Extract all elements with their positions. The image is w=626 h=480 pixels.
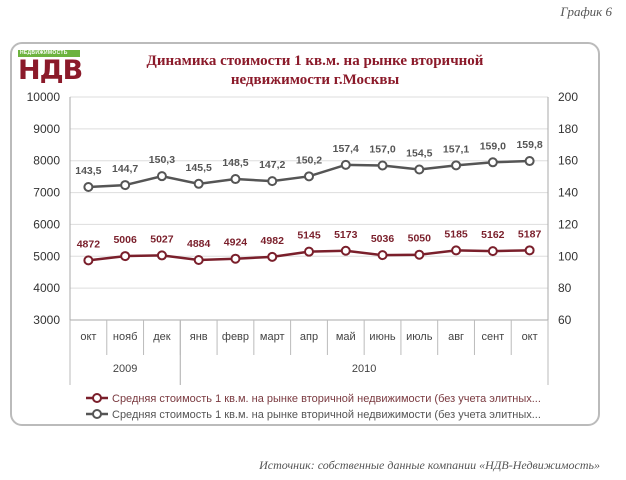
data-label: 150,3 xyxy=(149,154,175,166)
data-label: 148,5 xyxy=(222,157,248,169)
right-axis-tick: 140 xyxy=(558,186,578,200)
right-axis-tick: 200 xyxy=(558,90,578,104)
right-axis-tick: 120 xyxy=(558,217,578,231)
data-label: 5187 xyxy=(518,228,542,240)
data-label: 159,8 xyxy=(516,139,542,151)
category-label: окт xyxy=(80,331,96,343)
data-point xyxy=(83,255,94,266)
data-point xyxy=(377,160,388,171)
data-label: 5162 xyxy=(481,229,505,241)
logo-tag: НЕДВИЖИМОСТЬ xyxy=(18,50,80,57)
category-label: янв xyxy=(190,331,208,343)
chart-title-line2: недвижимости г.Москвы xyxy=(230,72,400,88)
data-label: 154,5 xyxy=(406,147,432,159)
data-point xyxy=(156,171,167,182)
category-label: авг xyxy=(448,331,464,343)
data-label: 5185 xyxy=(444,228,468,240)
legend-marker xyxy=(92,393,102,403)
right-axis-tick: 100 xyxy=(558,249,578,263)
data-label: 145,5 xyxy=(186,162,212,174)
data-label: 4982 xyxy=(261,235,285,247)
source-note: Источник: собственные данные компании «Н… xyxy=(259,458,600,472)
data-point xyxy=(193,178,204,189)
company-logo: НЕДВИЖИМОСТЬ НДВ xyxy=(18,50,83,86)
data-label: 157,4 xyxy=(333,143,359,155)
data-point xyxy=(267,251,278,262)
right-axis-tick: 80 xyxy=(558,281,572,295)
left-axis-tick: 3000 xyxy=(33,313,60,327)
data-point xyxy=(304,171,314,182)
data-point xyxy=(451,245,462,256)
data-label: 150,2 xyxy=(296,154,322,166)
data-label: 5050 xyxy=(408,233,432,245)
data-point xyxy=(451,160,462,171)
category-label: июнь xyxy=(369,331,395,343)
data-label: 157,1 xyxy=(443,143,469,155)
figure-label: График 6 xyxy=(560,4,612,19)
data-point xyxy=(524,156,535,167)
left-axis-tick: 10000 xyxy=(27,90,61,104)
category-label: июль xyxy=(406,331,433,343)
year-label: 2010 xyxy=(352,363,376,375)
category-label: март xyxy=(260,331,285,343)
chart-frame xyxy=(10,42,600,426)
category-label: май xyxy=(336,331,356,343)
data-point xyxy=(487,246,498,257)
category-label: нояб xyxy=(113,331,137,343)
data-point xyxy=(267,176,278,187)
data-point xyxy=(487,157,498,168)
data-label: 4924 xyxy=(224,237,248,249)
data-point xyxy=(230,174,241,185)
data-label: 144,7 xyxy=(112,163,138,175)
category-label: сент xyxy=(481,331,504,343)
year-label: 2009 xyxy=(113,363,137,375)
data-point xyxy=(120,180,131,191)
data-label: 4872 xyxy=(77,238,101,250)
data-label: 159,0 xyxy=(480,140,506,152)
legend-label: Средняя стоимость 1 кв.м. на рынке втори… xyxy=(112,393,541,405)
chart-title-line1: Динамика стоимости 1 кв.м. на рынке втор… xyxy=(146,53,484,69)
left-axis-tick: 6000 xyxy=(33,217,60,231)
data-point xyxy=(193,254,204,265)
data-point xyxy=(414,249,425,260)
right-axis-tick: 180 xyxy=(558,122,578,136)
data-label: 143,5 xyxy=(75,165,101,177)
data-label: 5027 xyxy=(150,233,174,245)
data-label: 5006 xyxy=(113,234,137,246)
legend-label: Средняя стоимость 1 кв.м. на рынке втори… xyxy=(112,409,541,421)
category-label: февр xyxy=(222,331,249,343)
data-point xyxy=(524,245,535,256)
category-label: окт xyxy=(522,331,538,343)
data-point xyxy=(120,251,131,262)
left-axis-tick: 7000 xyxy=(33,186,60,200)
data-point xyxy=(377,250,388,261)
right-axis-tick: 60 xyxy=(558,313,572,327)
legend-marker xyxy=(92,409,102,419)
data-point xyxy=(83,181,94,192)
data-label: 5036 xyxy=(371,233,395,245)
data-point xyxy=(304,246,314,257)
category-label: дек xyxy=(153,331,171,343)
data-point xyxy=(414,164,425,175)
left-axis-tick: 4000 xyxy=(33,281,60,295)
data-point xyxy=(340,245,351,256)
logo-name: НДВ xyxy=(18,55,83,86)
chart-title: Динамика стоимости 1 кв.м. на рынке втор… xyxy=(95,52,535,90)
right-axis-tick: 160 xyxy=(558,154,578,168)
data-point xyxy=(230,253,241,264)
data-point xyxy=(156,250,167,261)
data-label: 157,0 xyxy=(369,143,395,155)
data-label: 4884 xyxy=(187,238,211,250)
left-axis-tick: 9000 xyxy=(33,122,60,136)
data-label: 147,2 xyxy=(259,159,285,171)
left-axis-tick: 5000 xyxy=(33,249,60,263)
data-label: 5173 xyxy=(334,229,358,241)
data-point xyxy=(340,159,351,170)
category-label: апр xyxy=(300,331,318,343)
data-label: 5145 xyxy=(297,230,321,242)
left-axis-tick: 8000 xyxy=(33,154,60,168)
